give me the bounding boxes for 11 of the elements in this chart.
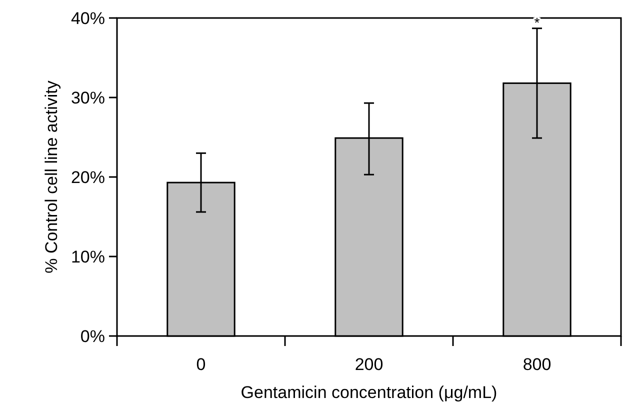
y-axis-title: % Control cell line activity: [42, 80, 61, 274]
x-tick-label: 800: [522, 355, 552, 374]
annotation: *: [534, 14, 540, 30]
y-tick-label: 0%: [80, 326, 105, 346]
y-tick-label: 40%: [70, 8, 105, 28]
x-tick-label: 200: [354, 355, 384, 374]
x-axis-title: Gentamicin concentration (μg/mL): [240, 383, 498, 402]
y-tick-label: 30%: [70, 88, 105, 108]
x-tick-label: 0: [196, 355, 206, 374]
y-tick-label: 10%: [70, 247, 105, 266]
y-tick-label: 20%: [70, 168, 105, 187]
